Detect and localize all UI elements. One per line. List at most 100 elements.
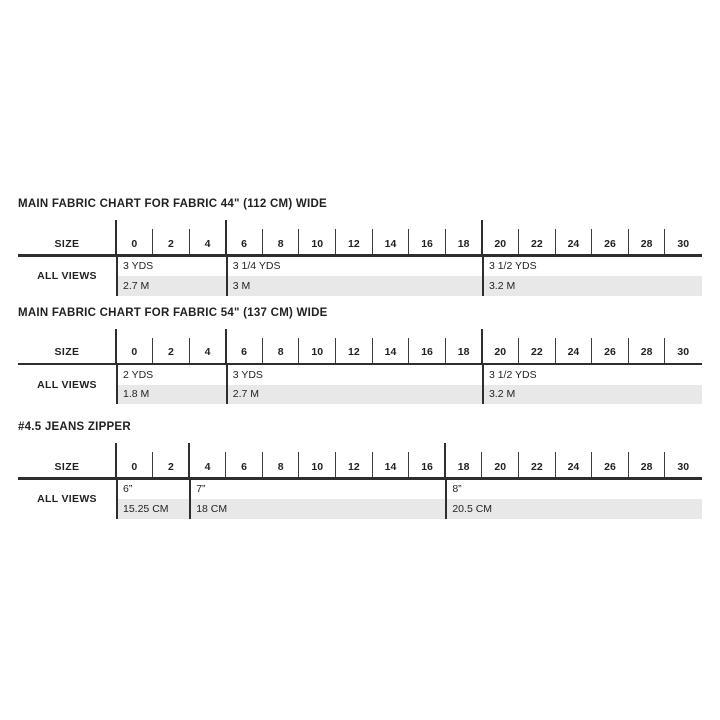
column-divider bbox=[480, 328, 483, 363]
size-value: 30 bbox=[677, 346, 690, 358]
size-column-header: SIZE bbox=[54, 460, 80, 473]
value-cell-imperial: 8” bbox=[445, 479, 701, 499]
column-divider bbox=[152, 452, 154, 477]
column-divider bbox=[444, 229, 446, 254]
size-header-cell: 16 bbox=[408, 328, 446, 363]
column-divider bbox=[115, 220, 117, 254]
size-value: 16 bbox=[421, 460, 433, 473]
size-value: 22 bbox=[530, 237, 543, 250]
size-value: 4 bbox=[204, 237, 211, 250]
size-header-cell: 14 bbox=[371, 442, 409, 477]
size-header-cell: 8 bbox=[261, 442, 299, 477]
size-value: 18 bbox=[457, 460, 470, 473]
size-header-cell: 18 bbox=[444, 328, 482, 363]
size-value: 12 bbox=[348, 346, 360, 358]
column-divider bbox=[627, 229, 629, 254]
size-value: 26 bbox=[604, 346, 616, 358]
all-views-label: ALL VIEWS bbox=[37, 493, 97, 505]
size-value: 30 bbox=[677, 460, 690, 473]
column-divider bbox=[591, 337, 593, 363]
fabric-chart-54-table: SIZE 0 2 4 6 8 10 12 14 16 18 20 22 24 26 28 30 ALL VIEWS… bbox=[18, 328, 702, 404]
size-value: 0 bbox=[131, 460, 138, 473]
column-divider bbox=[261, 229, 263, 254]
size-value: 10 bbox=[311, 346, 324, 358]
size-value: 16 bbox=[421, 346, 433, 358]
column-divider bbox=[627, 452, 629, 477]
size-value: 22 bbox=[530, 346, 543, 358]
size-header-cell: 20 bbox=[480, 328, 519, 363]
value-cell-metric: 20.5 CM bbox=[445, 499, 702, 519]
value-cell-metric: 1.8 M bbox=[116, 384, 226, 404]
column-divider bbox=[480, 220, 483, 254]
jeans-zipper-table: SIZE 0 2 4 6 8 10 12 14 16 18 20 22 24 26 28 30 ALL VIEWS… bbox=[18, 442, 702, 519]
column-divider bbox=[408, 337, 410, 363]
size-value: 14 bbox=[384, 460, 397, 473]
size-value: 14 bbox=[384, 346, 397, 358]
size-value: 6 bbox=[241, 237, 247, 250]
size-header-cell: 26 bbox=[591, 442, 629, 477]
size-header-cell: 30 bbox=[664, 328, 702, 363]
column-divider bbox=[261, 337, 263, 363]
size-value: 6 bbox=[241, 460, 247, 473]
size-header-cell: 20 bbox=[481, 442, 519, 477]
size-header-cell: 14 bbox=[371, 328, 409, 363]
value-cell-imperial: 3 1/2 YDS bbox=[481, 365, 702, 385]
value-cell-imperial: 6” bbox=[116, 479, 189, 499]
size-value: 20 bbox=[494, 346, 507, 358]
column-divider bbox=[335, 229, 337, 254]
column-divider bbox=[408, 452, 410, 477]
size-value: 30 bbox=[677, 237, 690, 250]
size-header-cell: 22 bbox=[518, 328, 556, 363]
value-cell-metric: 2.7 M bbox=[116, 276, 226, 296]
value-cell-imperial: 7” bbox=[189, 479, 445, 499]
size-value: 18 bbox=[457, 346, 470, 358]
size-value: 4 bbox=[204, 460, 211, 473]
value-cell-imperial: 3 1/2 YDS bbox=[481, 256, 702, 276]
size-value: 28 bbox=[640, 460, 653, 473]
column-divider bbox=[261, 452, 263, 477]
size-header-cell: 6 bbox=[224, 328, 263, 363]
size-header-row: SIZE 0 2 4 6 8 10 12 14 16 18 20 22 24 26 28 30 bbox=[18, 442, 702, 477]
size-header-cell: 6 bbox=[224, 219, 263, 254]
size-header-cell: 24 bbox=[554, 442, 592, 477]
size-header-cell: 4 bbox=[188, 442, 226, 477]
column-divider bbox=[115, 443, 117, 477]
value-cell-metric: 18 CM bbox=[189, 499, 446, 519]
size-header-cell: 22 bbox=[518, 219, 556, 254]
size-header-cell: 20 bbox=[480, 219, 519, 254]
size-header-cell: 24 bbox=[554, 328, 592, 363]
size-value: 26 bbox=[604, 460, 616, 473]
value-cell-imperial: 3 1/4 YDS bbox=[225, 256, 482, 276]
size-header-row: SIZE 0 2 4 6 8 10 12 14 16 18 20 22 24 26 28 30 bbox=[18, 328, 702, 363]
size-header-cell: 18 bbox=[444, 219, 482, 254]
column-divider bbox=[591, 452, 593, 477]
chart-title-fabric-44: MAIN FABRIC CHART FOR FABRIC 44" (112 CM… bbox=[18, 198, 327, 210]
size-value: 2 bbox=[167, 346, 174, 358]
column-divider bbox=[481, 452, 483, 477]
all-views-label: ALL VIEWS bbox=[37, 378, 97, 391]
column-divider bbox=[298, 229, 300, 254]
column-divider bbox=[188, 337, 190, 363]
column-divider bbox=[371, 452, 373, 477]
size-value: 20 bbox=[494, 460, 507, 473]
all-views-label: ALL VIEWS bbox=[37, 270, 97, 282]
column-divider bbox=[188, 443, 191, 477]
size-header-cell: 10 bbox=[298, 442, 336, 477]
size-header-row: SIZE 0 2 4 6 8 10 12 14 16 18 20 22 24 26 28 30 bbox=[18, 219, 702, 254]
column-divider bbox=[371, 229, 373, 254]
size-header-cell: 16 bbox=[408, 219, 446, 254]
header-rule bbox=[18, 362, 702, 365]
chart-title-fabric-54: MAIN FABRIC CHART FOR FABRIC 54" (137 CM… bbox=[18, 306, 328, 319]
size-header-cell: 4 bbox=[188, 219, 226, 254]
size-value: 28 bbox=[640, 237, 653, 250]
column-divider bbox=[627, 337, 629, 363]
size-header-cell: 0 bbox=[115, 442, 153, 477]
column-divider bbox=[518, 229, 520, 254]
size-header-cell: 10 bbox=[298, 328, 336, 363]
size-header-cell: 12 bbox=[335, 328, 373, 363]
column-divider bbox=[188, 229, 190, 254]
yardage-rows: ALL VIEWS 2 YDS 3 YDS 3 1/2 YDS 1.8 M 2.7 M 3.… bbox=[18, 365, 702, 404]
size-value: 24 bbox=[567, 460, 580, 473]
column-divider bbox=[444, 337, 446, 363]
